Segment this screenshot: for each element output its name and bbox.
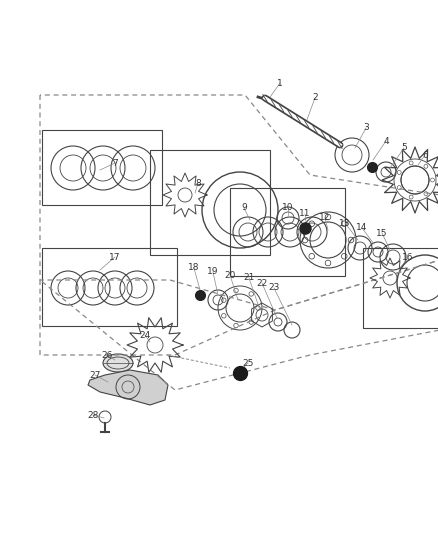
Text: 18: 18 <box>188 263 200 272</box>
Text: 6: 6 <box>422 150 428 159</box>
Text: 4: 4 <box>383 136 389 146</box>
Text: 5: 5 <box>401 143 407 152</box>
Text: 28: 28 <box>87 410 99 419</box>
Text: 27: 27 <box>89 370 101 379</box>
Text: 8: 8 <box>195 179 201 188</box>
Text: 19: 19 <box>207 268 219 277</box>
Text: 22: 22 <box>256 279 268 287</box>
Text: 7: 7 <box>112 158 118 167</box>
Text: 9: 9 <box>241 204 247 213</box>
Polygon shape <box>88 370 168 405</box>
Text: 16: 16 <box>402 254 414 262</box>
Text: 10: 10 <box>282 204 294 213</box>
Text: 12: 12 <box>319 214 331 222</box>
Bar <box>363 248 438 328</box>
Text: 23: 23 <box>268 284 280 293</box>
Text: 2: 2 <box>312 93 318 102</box>
Text: 17: 17 <box>109 253 121 262</box>
Ellipse shape <box>103 354 133 372</box>
Text: 11: 11 <box>299 209 311 219</box>
Text: 25: 25 <box>242 359 254 367</box>
Text: 21: 21 <box>244 273 254 282</box>
Bar <box>42 130 162 205</box>
Bar <box>230 188 345 276</box>
Text: 3: 3 <box>363 124 369 133</box>
Text: 24: 24 <box>139 330 151 340</box>
Text: 14: 14 <box>356 223 367 232</box>
Bar <box>150 150 270 255</box>
Text: 1: 1 <box>277 78 283 87</box>
Text: 20: 20 <box>224 271 236 279</box>
Text: 26: 26 <box>101 351 113 359</box>
Bar <box>42 248 177 326</box>
Text: 13: 13 <box>339 219 351 228</box>
Text: 15: 15 <box>376 229 388 238</box>
